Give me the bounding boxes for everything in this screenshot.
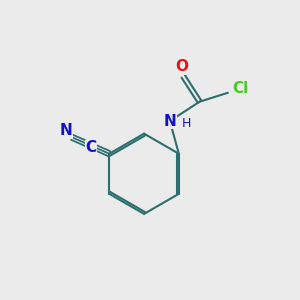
Text: H: H [182,117,191,130]
Text: Cl: Cl [232,81,248,96]
Text: N: N [164,113,176,128]
Text: N: N [59,123,72,138]
Text: O: O [175,59,188,74]
Text: C: C [85,140,96,155]
